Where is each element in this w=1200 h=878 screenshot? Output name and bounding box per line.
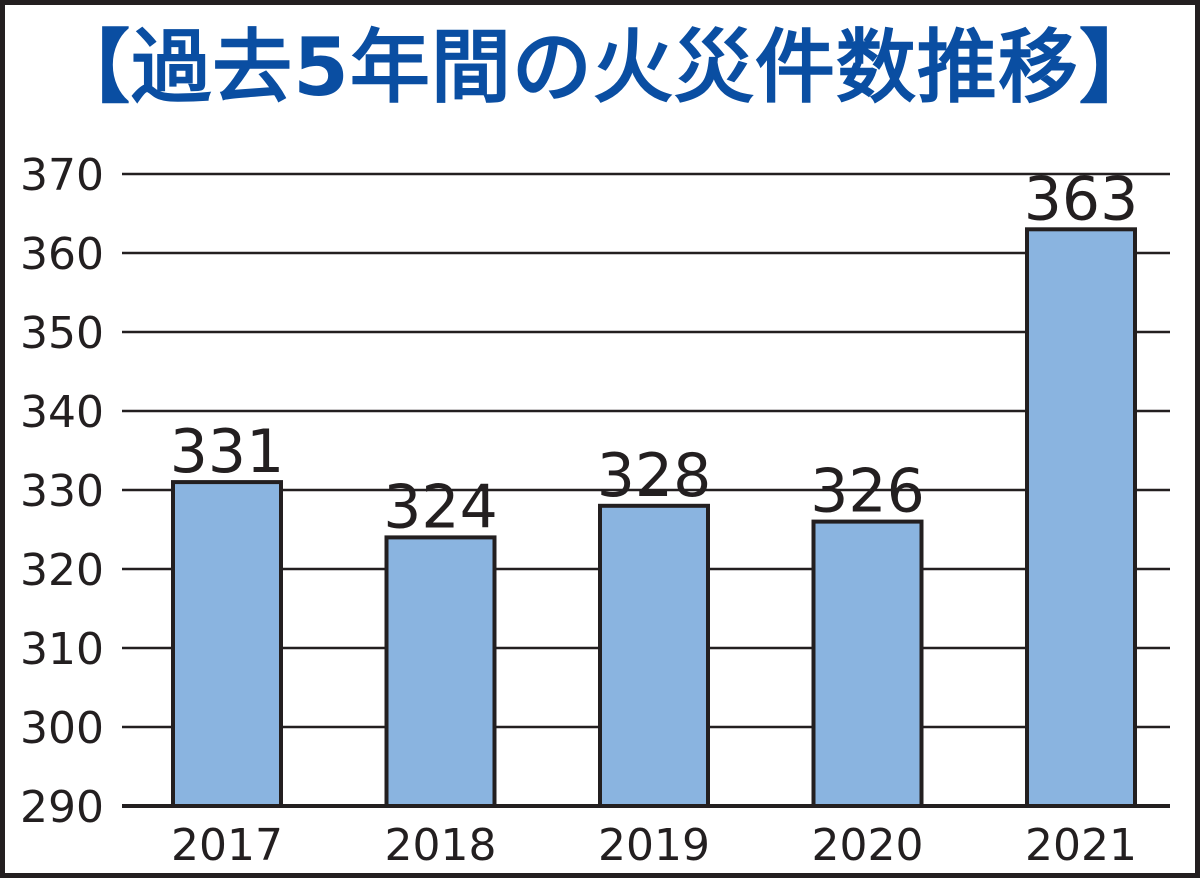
x-tick-label: 2017 xyxy=(171,820,283,871)
y-tick-label: 290 xyxy=(20,782,104,833)
data-label-2018: 324 xyxy=(383,472,498,542)
x-tick-label: 2021 xyxy=(1025,820,1137,871)
bar-2021 xyxy=(1025,227,1137,809)
y-tick-label: 310 xyxy=(20,624,104,675)
data-label-2020: 326 xyxy=(810,457,925,527)
bar-2017 xyxy=(171,480,283,808)
y-tick-label: 320 xyxy=(20,545,104,596)
bar-2018 xyxy=(384,535,497,809)
y-tick-label: 370 xyxy=(20,150,104,201)
x-tick-label: 2018 xyxy=(385,820,497,871)
x-tick-label: 2020 xyxy=(812,820,924,871)
data-label-2019: 328 xyxy=(597,441,712,511)
y-tick-label: 350 xyxy=(20,308,104,359)
data-label-2021: 363 xyxy=(1024,164,1139,234)
y-tick-label: 300 xyxy=(20,703,104,754)
y-tick-label: 330 xyxy=(20,466,104,517)
data-label-2017: 331 xyxy=(170,417,285,487)
bar-2019 xyxy=(598,503,710,808)
bar-2020 xyxy=(811,519,924,808)
y-tick-label: 360 xyxy=(20,229,104,280)
y-tick-label: 340 xyxy=(20,387,104,438)
x-tick-label: 2019 xyxy=(598,820,710,871)
chart-title: 【過去5年間の火災件数推移】 xyxy=(50,21,1160,114)
